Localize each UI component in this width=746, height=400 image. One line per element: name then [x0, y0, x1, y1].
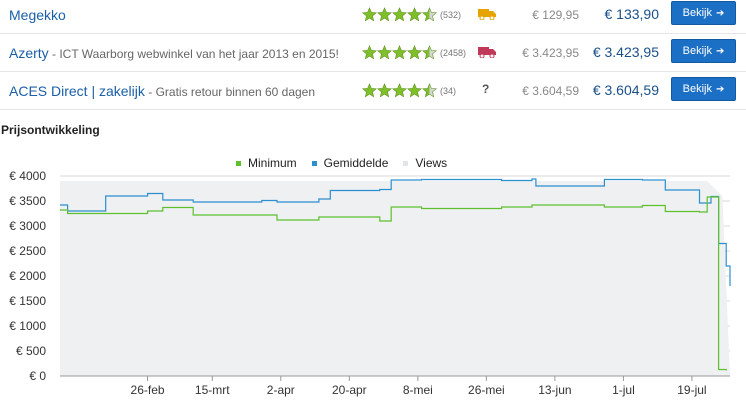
x-tick-label: 2-apr	[267, 383, 295, 397]
y-tick-label: € 3000	[9, 219, 46, 233]
x-tick-label: 26-feb	[131, 383, 165, 397]
legend-label: Views	[415, 156, 448, 170]
star-icon	[362, 83, 377, 98]
star-icon	[362, 7, 377, 22]
shop-name-link[interactable]: ACES Direct | zakelijk - Gratis retour b…	[9, 83, 316, 99]
star-icon	[422, 83, 437, 98]
legend-label: Minimum	[248, 156, 297, 170]
legend-swatch	[236, 160, 241, 166]
y-tick-label: € 1500	[9, 294, 46, 308]
shop-name-link[interactable]: Azerty - ICT Waarborg webwinkel van het …	[9, 45, 339, 61]
x-tick-label: 19-jul	[677, 383, 706, 397]
bekijk-button[interactable]: Bekijk ➔	[671, 77, 736, 101]
star-icon	[377, 83, 392, 98]
price-excl: € 3.604,59	[522, 84, 579, 98]
shop-row-megekko: Megekko (532) € 129,95 € 133,90 Bekijk ➔	[0, 0, 746, 34]
x-tick-label: 20-apr	[332, 383, 367, 397]
x-tick-label: 8-mei	[403, 383, 433, 397]
y-tick-label: € 3500	[9, 194, 46, 208]
bekijk-label: Bekijk	[682, 83, 712, 95]
star-icon	[407, 83, 422, 98]
bekijk-button[interactable]: Bekijk ➔	[671, 39, 736, 63]
x-tick-label: 13-jun	[538, 383, 571, 397]
series-gemiddelde-line[interactable]	[60, 178, 731, 286]
star-icon	[377, 45, 392, 60]
rating-stars: (34)	[362, 83, 456, 98]
review-count: (34)	[440, 85, 457, 96]
legend-label: Gemiddelde	[323, 156, 389, 170]
price-excl: € 3.423,95	[522, 46, 579, 60]
truck-icon	[478, 9, 496, 20]
y-tick-label: € 2500	[9, 244, 46, 258]
bekijk-label: Bekijk	[682, 45, 712, 57]
shop-name-link[interactable]: Megekko	[9, 7, 66, 23]
legend-item-views[interactable]: Views	[403, 156, 447, 170]
arrow-right-icon: ➔	[715, 83, 725, 95]
y-tick-label: € 1000	[9, 319, 46, 333]
star-icon	[392, 7, 407, 22]
shop-description: - Gratis retour binnen 60 dagen	[144, 85, 316, 99]
x-tick-label: 15-mrt	[195, 383, 230, 397]
rating-stars: (2458)	[362, 45, 466, 60]
bekijk-button[interactable]: Bekijk ➔	[671, 1, 736, 25]
question-mark-icon: ?	[482, 82, 490, 96]
y-tick-label: € 0	[29, 369, 46, 383]
price-total: € 3.604,59	[592, 82, 659, 98]
section-title: Prijsontwikkeling	[1, 123, 100, 137]
y-tick-label: € 4000	[9, 169, 46, 183]
y-tick-label: € 500	[16, 344, 46, 358]
series-minimum-line[interactable]	[60, 196, 727, 371]
price-total: € 3.423,95	[592, 44, 659, 60]
legend-swatch	[403, 160, 409, 166]
axes: € 0 € 500 € 1000 € 1500 € 2000 € 2500 € 3000 € …	[9, 169, 730, 397]
review-count: (2458)	[440, 47, 467, 58]
legend-item-minimum[interactable]: Minimum	[236, 156, 297, 170]
views-series	[60, 181, 730, 376]
truck-icon	[478, 47, 496, 58]
star-icon	[407, 45, 422, 60]
shop-row-aces-direct: ACES Direct | zakelijk - Gratis retour b…	[0, 72, 746, 110]
shop-row-azerty: Azerty - ICT Waarborg webwinkel van het …	[0, 34, 746, 72]
x-tick-label: 26-mei	[468, 383, 505, 397]
legend-swatch	[311, 160, 317, 166]
price-excl: € 129,95	[532, 8, 579, 22]
arrow-right-icon: ➔	[715, 7, 725, 19]
series-views-area	[60, 181, 730, 376]
x-tick-label: 1-jul	[612, 383, 635, 397]
chart-legend: Minimum Gemiddelde Views	[236, 156, 462, 170]
price-history-chart: € 0 € 500 € 1000 € 1500 € 2000 € 2500 € 3000 € …	[9, 169, 731, 397]
price-total: € 133,90	[604, 6, 660, 22]
star-icon	[377, 7, 392, 22]
star-icon	[422, 7, 437, 22]
shop-description: - ICT Waarborg webwinkel van het jaar 20…	[48, 47, 339, 61]
review-count: (532)	[440, 9, 462, 20]
rating-stars: (532)	[362, 7, 461, 22]
star-icon	[407, 7, 422, 22]
y-tick-label: € 2000	[9, 269, 46, 283]
star-icon	[392, 83, 407, 98]
line-series	[60, 178, 731, 371]
bekijk-label: Bekijk	[682, 7, 712, 19]
legend-item-gemiddelde[interactable]: Gemiddelde	[311, 156, 389, 170]
star-icon	[362, 45, 377, 60]
star-icon	[392, 45, 407, 60]
arrow-right-icon: ➔	[715, 45, 725, 57]
star-icon	[422, 45, 437, 60]
